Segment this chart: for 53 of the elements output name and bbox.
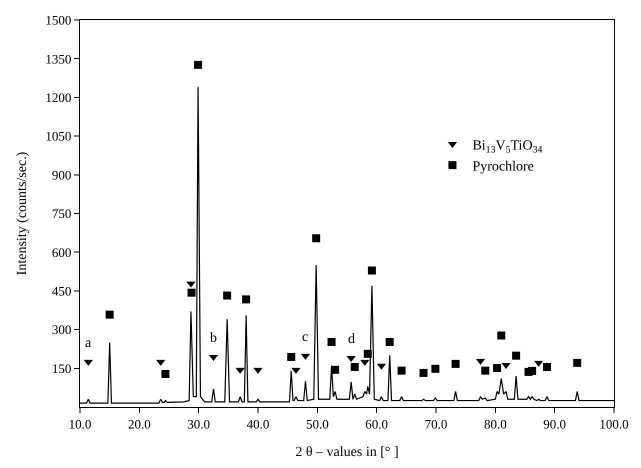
y-tick-label: 1500: [45, 12, 72, 28]
x-tick-label: 80.0: [484, 416, 507, 432]
annotation: b: [210, 331, 217, 346]
y-tick-label: 750: [52, 206, 72, 222]
annotation: c: [302, 330, 308, 345]
point: [481, 366, 490, 375]
y-axis-title: Intensity (counts/sec.): [15, 151, 30, 276]
point: [497, 332, 506, 340]
y-tick-label: 600: [52, 244, 72, 260]
point: [350, 363, 359, 372]
x-tick-label: 40.0: [246, 416, 270, 432]
point: [161, 370, 170, 378]
point: [242, 295, 250, 304]
point: [528, 366, 536, 375]
y-tick-label: 1200: [45, 90, 72, 105]
point: [452, 360, 460, 368]
point: [386, 338, 394, 346]
point: [512, 352, 520, 360]
annotation: d: [348, 332, 355, 347]
y-tick-label: 450: [52, 283, 72, 298]
x-tick-label: 30.0: [187, 416, 210, 432]
point: [287, 352, 296, 361]
y-tick-label: 900: [52, 167, 72, 182]
x-tick-label: 50.0: [306, 416, 329, 432]
point: [194, 60, 202, 69]
y-tick-label: 1350: [45, 51, 72, 66]
x-tick-label: 90.0: [543, 416, 566, 432]
point: [328, 338, 336, 346]
y-tick-label: 1050: [45, 128, 72, 144]
point: [542, 363, 551, 372]
point: [493, 364, 502, 372]
x-tick-label: 60.0: [365, 416, 388, 432]
x-axis-title: 2 θ – values in [° ]: [295, 444, 399, 460]
point: [420, 368, 428, 377]
point: [573, 358, 582, 367]
x-tick-label: 70.0: [424, 416, 448, 432]
y-tick-label: 150: [52, 360, 72, 376]
point: [364, 350, 372, 358]
point: [312, 234, 320, 242]
y-tick-label: 300: [52, 322, 72, 338]
point: [368, 266, 376, 275]
point: [398, 366, 406, 375]
point: [331, 366, 340, 374]
legend-label: Pyrochlore: [472, 160, 534, 175]
annotation: a: [85, 336, 92, 351]
x-tick-label: 10.0: [68, 416, 92, 432]
point: [431, 364, 440, 373]
x-tick-label: 20.0: [128, 416, 151, 432]
point: [188, 288, 196, 297]
point: [223, 292, 232, 300]
point: [106, 310, 114, 319]
x-tick-label: 100.0: [599, 416, 629, 432]
legend-label: Bi$_{13}$V$_{5}$TiO$_{34}$: [472, 138, 542, 156]
